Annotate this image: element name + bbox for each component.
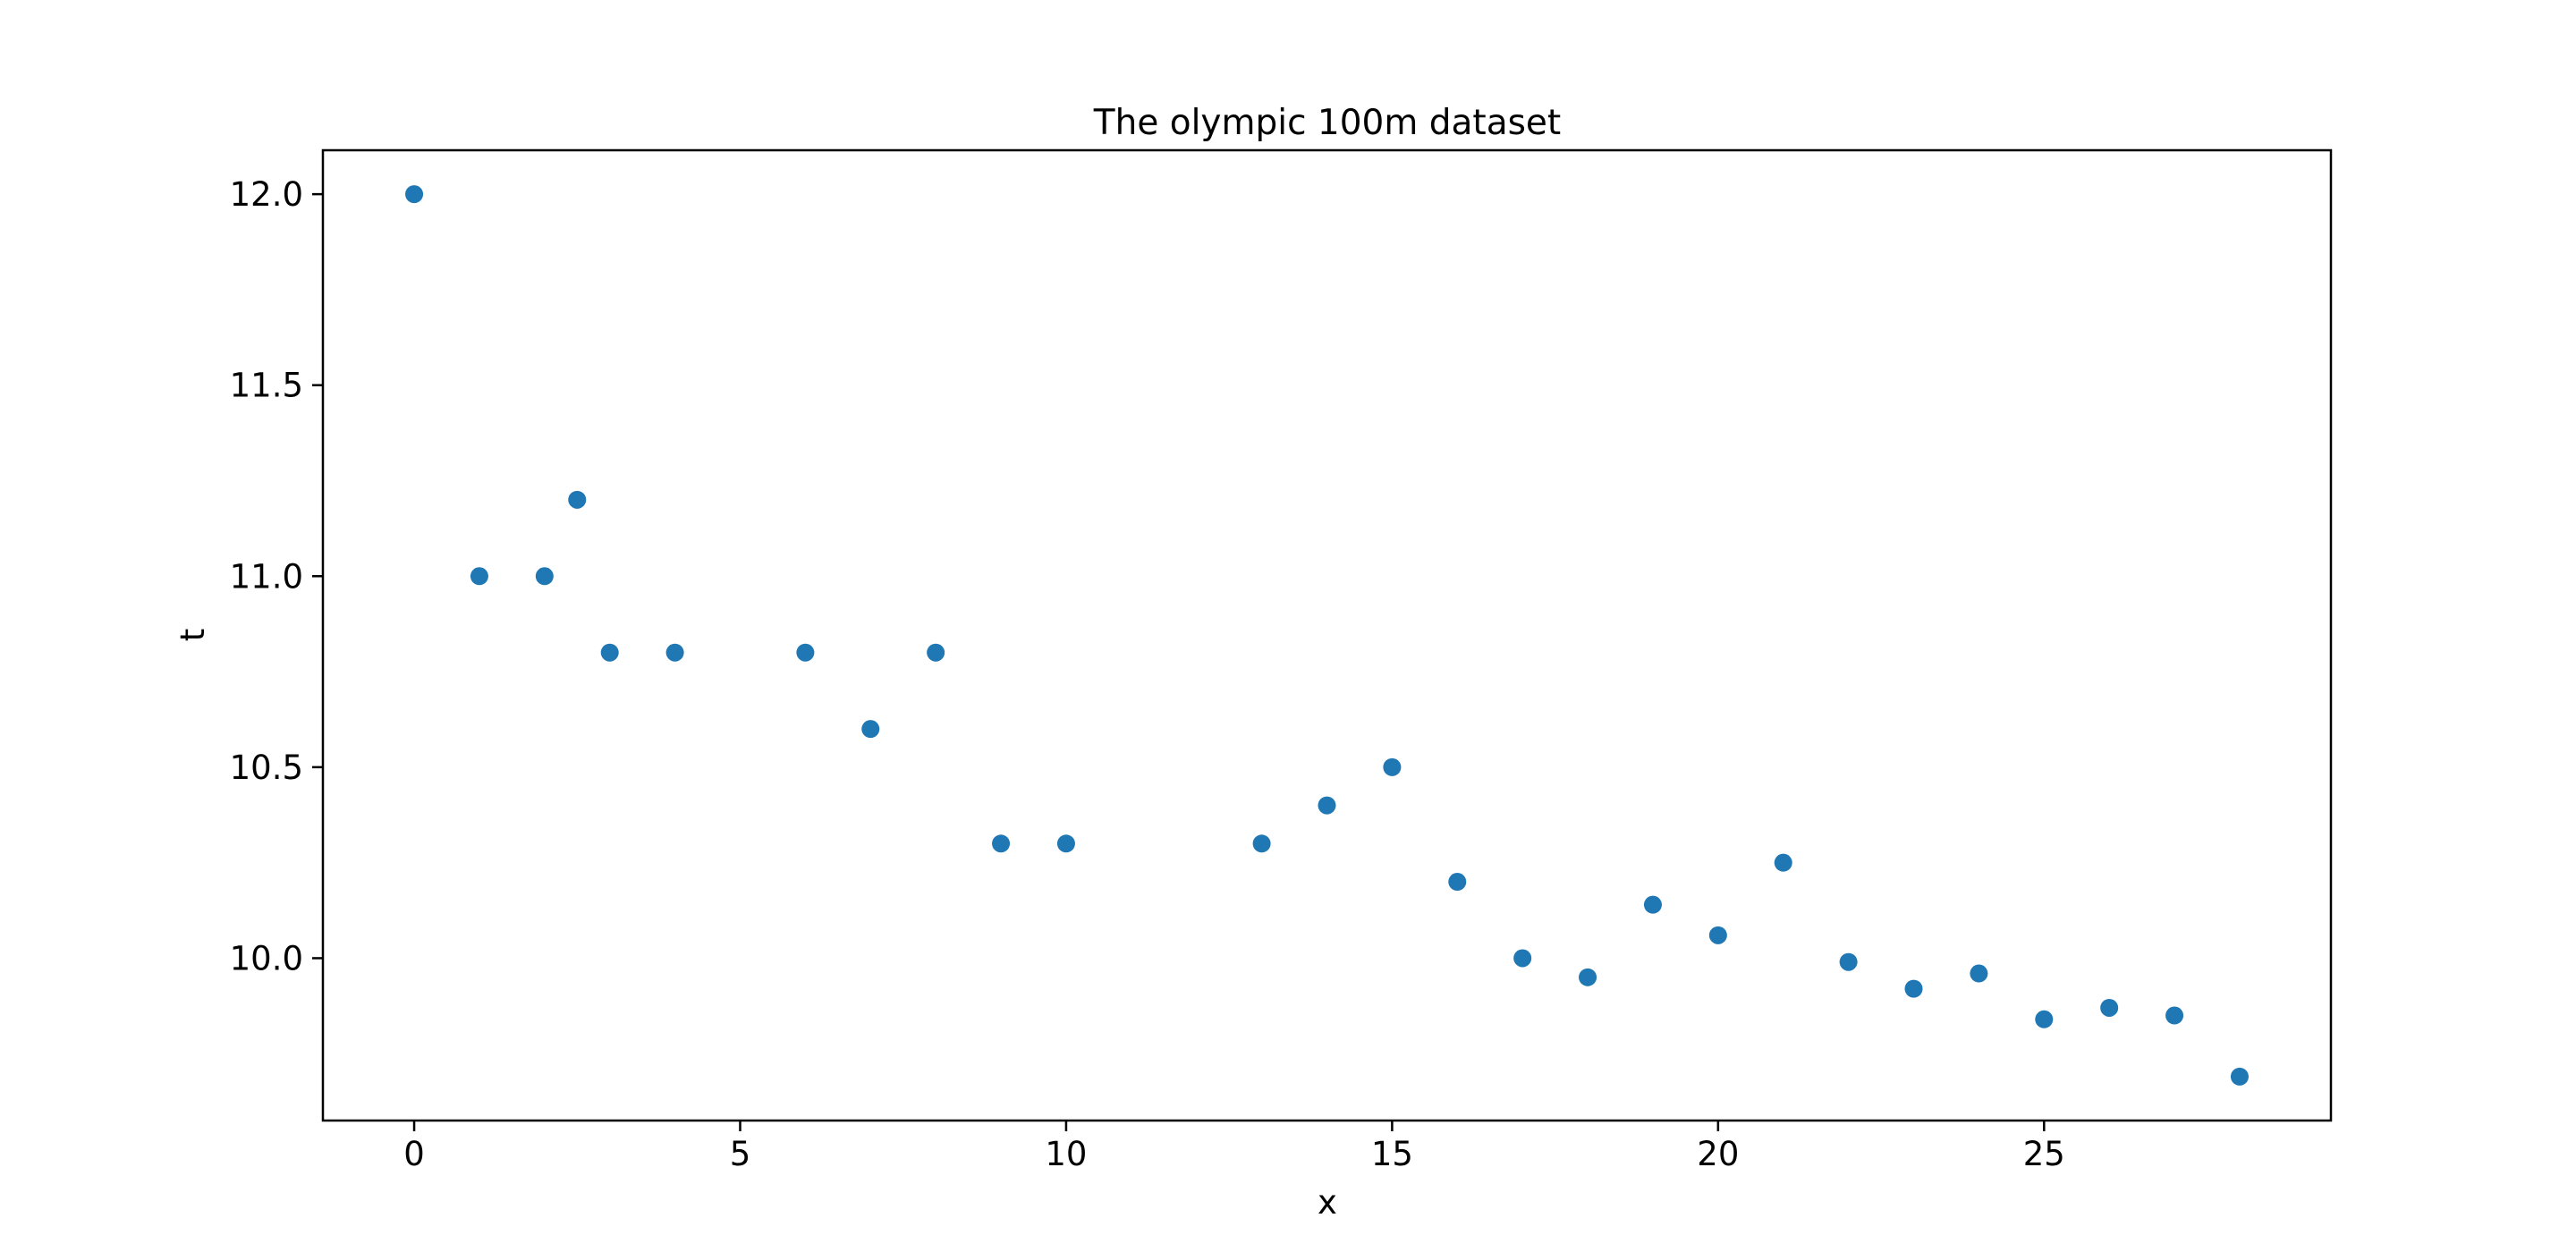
scatter-point [2165,1006,2184,1025]
y-axis: 10.0 10.5 11.0 11.5 12.0 [230,175,323,977]
y-tick-label: 10.5 [230,749,303,787]
scatter-point [1383,757,1402,776]
plot-area-frame [321,148,2333,1122]
x-tick-label: 20 [1697,1135,1739,1173]
y-axis-label: t [174,629,212,642]
scatter-point [1774,853,1792,872]
x-tick-label: 0 [403,1135,425,1173]
scatter-point [1318,796,1336,815]
scatter-point [927,643,945,662]
chart-title: The olympic 100m dataset [1093,103,1561,143]
scatter-point [1970,964,1988,983]
scatter-point [1448,873,1467,892]
y-tick-label: 11.0 [230,557,303,596]
x-tick-label: 25 [2023,1135,2065,1173]
y-tick-label: 11.5 [230,367,303,405]
scatter-point [405,185,424,204]
scatter-point [2035,1010,2054,1028]
scatter-point [535,567,554,586]
scatter-point [1708,926,1727,944]
scatter-point [861,720,880,739]
x-tick-label: 5 [730,1135,751,1173]
data-points [405,185,2249,1086]
y-tick-label: 10.0 [230,939,303,977]
scatter-point [1643,895,1662,914]
scatter-point [1579,968,1597,986]
scatter-point [1056,834,1075,853]
scatter-point [1513,949,1532,968]
scatter-point [2230,1067,2249,1086]
scatter-point [1252,834,1271,853]
scatter-point [568,490,587,509]
scatter-point [796,643,815,662]
x-axis: 0 5 10 15 20 25 [403,1121,2065,1173]
scatter-point [992,834,1011,853]
scatter-point [600,643,619,662]
y-tick-label: 12.0 [230,175,303,214]
x-axis-label: x [1318,1183,1337,1222]
scatter-point [1839,952,1858,971]
x-tick-label: 15 [1371,1135,1413,1173]
scatter-point [665,643,684,662]
scatter-point [1904,979,1923,998]
scatter-point [470,567,488,586]
x-tick-label: 10 [1045,1135,1087,1173]
scatter-point [2100,998,2119,1017]
